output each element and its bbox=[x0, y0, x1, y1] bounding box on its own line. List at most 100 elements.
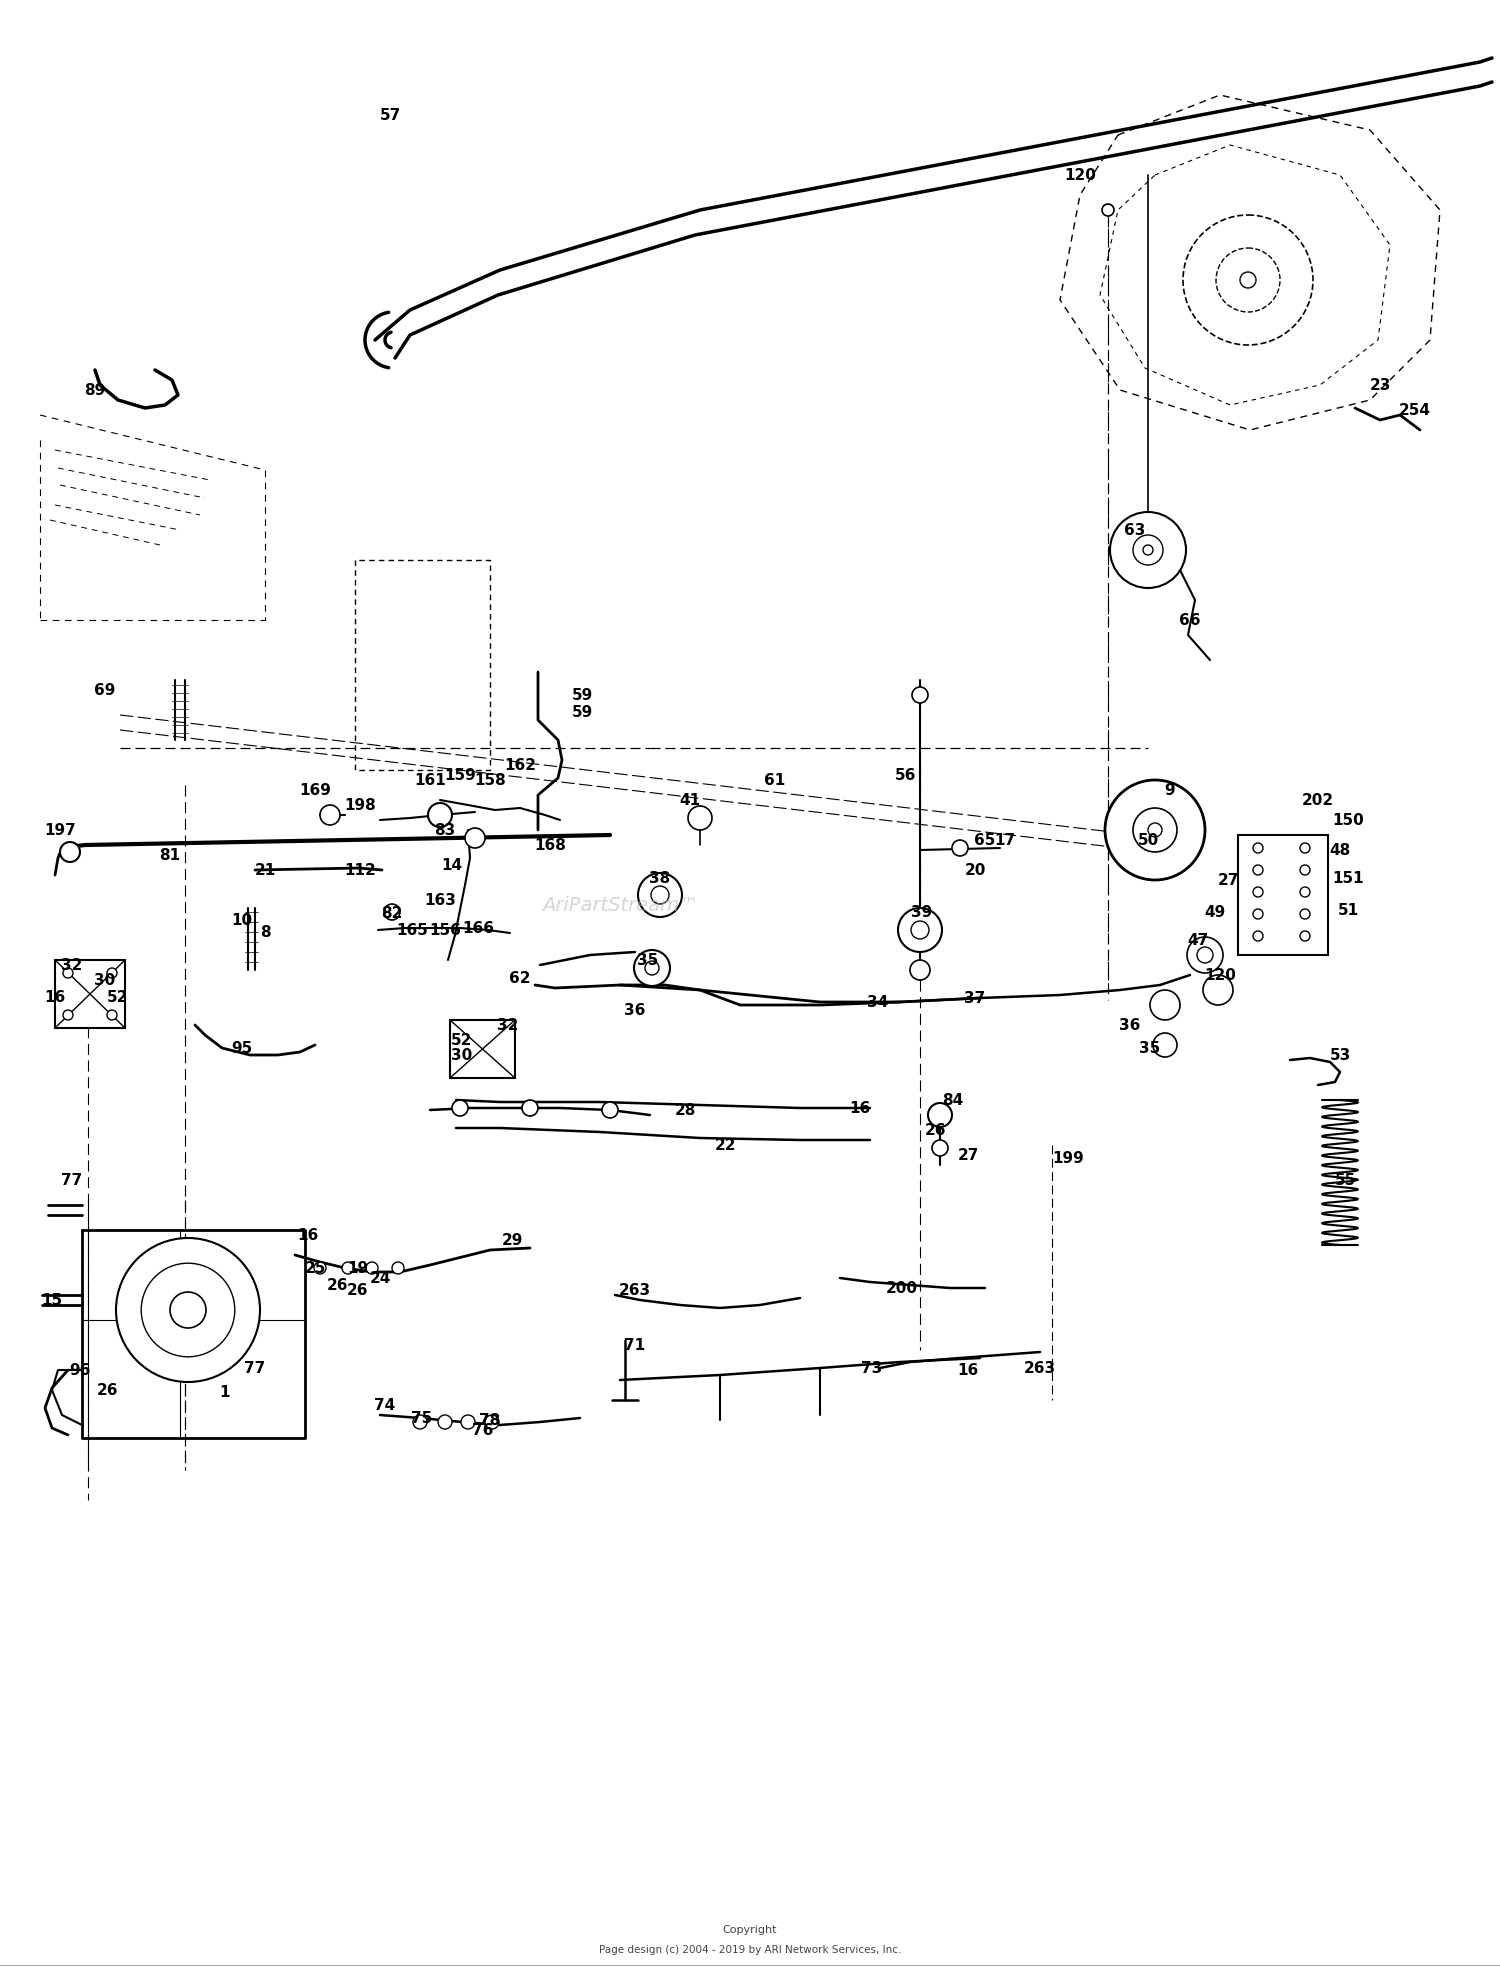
Text: 53: 53 bbox=[1329, 1048, 1350, 1063]
Text: 25: 25 bbox=[304, 1260, 326, 1276]
Text: 30: 30 bbox=[94, 973, 116, 988]
Text: 55: 55 bbox=[1335, 1172, 1356, 1187]
Circle shape bbox=[1148, 823, 1162, 837]
Text: 52: 52 bbox=[452, 1032, 472, 1048]
Circle shape bbox=[932, 1140, 948, 1156]
Text: 168: 168 bbox=[534, 837, 566, 853]
Circle shape bbox=[634, 949, 670, 986]
Circle shape bbox=[141, 1264, 236, 1357]
Text: 52: 52 bbox=[108, 990, 129, 1004]
Text: 84: 84 bbox=[942, 1093, 963, 1107]
Text: 161: 161 bbox=[414, 772, 446, 788]
Circle shape bbox=[1203, 975, 1233, 1004]
Text: 199: 199 bbox=[1052, 1150, 1084, 1166]
Text: 202: 202 bbox=[1302, 792, 1334, 807]
Bar bbox=[1238, 835, 1328, 955]
Text: 150: 150 bbox=[1332, 813, 1364, 827]
Text: 159: 159 bbox=[444, 768, 476, 782]
Text: 50: 50 bbox=[1137, 833, 1158, 847]
Text: 16: 16 bbox=[849, 1101, 870, 1116]
Text: 36: 36 bbox=[1119, 1018, 1140, 1032]
Circle shape bbox=[1300, 886, 1310, 898]
Circle shape bbox=[392, 1262, 404, 1274]
Text: 9: 9 bbox=[1164, 782, 1176, 797]
Text: 14: 14 bbox=[441, 858, 462, 872]
Text: 63: 63 bbox=[1125, 522, 1146, 538]
Circle shape bbox=[1106, 780, 1204, 880]
Circle shape bbox=[910, 961, 930, 981]
Circle shape bbox=[320, 805, 340, 825]
Circle shape bbox=[1143, 545, 1154, 555]
Text: 75: 75 bbox=[411, 1410, 432, 1426]
Text: 16: 16 bbox=[297, 1227, 318, 1242]
Text: 71: 71 bbox=[624, 1337, 645, 1353]
Text: 35: 35 bbox=[1140, 1040, 1161, 1055]
Text: 166: 166 bbox=[462, 920, 494, 935]
Text: 21: 21 bbox=[255, 862, 276, 878]
Text: 15: 15 bbox=[42, 1292, 63, 1307]
Text: 35: 35 bbox=[638, 953, 658, 967]
Circle shape bbox=[1132, 536, 1162, 565]
Text: 82: 82 bbox=[381, 906, 402, 920]
Circle shape bbox=[1252, 864, 1263, 874]
Circle shape bbox=[1132, 807, 1178, 853]
Text: 26: 26 bbox=[924, 1122, 945, 1138]
Text: 36: 36 bbox=[624, 1002, 645, 1018]
Bar bbox=[56, 961, 125, 1028]
Circle shape bbox=[602, 1103, 618, 1118]
Circle shape bbox=[465, 829, 484, 849]
Text: 27: 27 bbox=[957, 1148, 978, 1162]
Circle shape bbox=[1252, 931, 1263, 941]
Text: 95: 95 bbox=[231, 1040, 252, 1055]
Circle shape bbox=[438, 1416, 452, 1429]
Text: 20: 20 bbox=[964, 862, 986, 878]
Circle shape bbox=[688, 805, 712, 831]
Text: 96: 96 bbox=[69, 1363, 90, 1378]
Text: 62: 62 bbox=[509, 971, 531, 986]
Circle shape bbox=[170, 1292, 206, 1327]
Text: 65: 65 bbox=[975, 833, 996, 847]
Text: 165: 165 bbox=[396, 923, 427, 937]
Text: 26: 26 bbox=[98, 1382, 118, 1398]
Circle shape bbox=[384, 904, 400, 920]
Circle shape bbox=[413, 1416, 428, 1429]
Text: 200: 200 bbox=[886, 1280, 918, 1296]
Text: 59: 59 bbox=[572, 705, 592, 719]
Text: Copyright: Copyright bbox=[723, 1926, 777, 1936]
Text: 38: 38 bbox=[650, 870, 670, 886]
Text: 28: 28 bbox=[675, 1103, 696, 1118]
Text: 30: 30 bbox=[452, 1048, 472, 1063]
Circle shape bbox=[928, 1103, 952, 1126]
Text: 49: 49 bbox=[1204, 904, 1225, 920]
Circle shape bbox=[910, 921, 928, 939]
Circle shape bbox=[1216, 248, 1280, 311]
Text: 74: 74 bbox=[375, 1398, 396, 1412]
Text: 59: 59 bbox=[572, 687, 592, 703]
Text: 56: 56 bbox=[894, 768, 915, 782]
Text: 23: 23 bbox=[1370, 378, 1390, 392]
Circle shape bbox=[898, 908, 942, 951]
Circle shape bbox=[1102, 205, 1114, 217]
Circle shape bbox=[1150, 990, 1180, 1020]
Text: 254: 254 bbox=[1400, 402, 1431, 417]
Text: AriPartStream™: AriPartStream™ bbox=[542, 896, 699, 914]
Text: 26: 26 bbox=[346, 1282, 368, 1298]
Text: 77: 77 bbox=[244, 1361, 266, 1376]
Circle shape bbox=[638, 872, 682, 918]
Circle shape bbox=[60, 843, 80, 862]
Circle shape bbox=[1186, 937, 1222, 973]
Circle shape bbox=[1300, 843, 1310, 853]
Circle shape bbox=[651, 886, 669, 904]
Text: 24: 24 bbox=[369, 1270, 390, 1286]
Text: 34: 34 bbox=[867, 994, 888, 1010]
Text: 156: 156 bbox=[429, 923, 460, 937]
Circle shape bbox=[106, 1010, 117, 1020]
Circle shape bbox=[63, 969, 74, 979]
Text: 57: 57 bbox=[380, 108, 400, 122]
Circle shape bbox=[1154, 1034, 1178, 1057]
Circle shape bbox=[460, 1416, 476, 1429]
Text: 17: 17 bbox=[994, 833, 1016, 847]
Circle shape bbox=[366, 1262, 378, 1274]
Text: 76: 76 bbox=[472, 1422, 494, 1437]
Circle shape bbox=[116, 1239, 260, 1382]
